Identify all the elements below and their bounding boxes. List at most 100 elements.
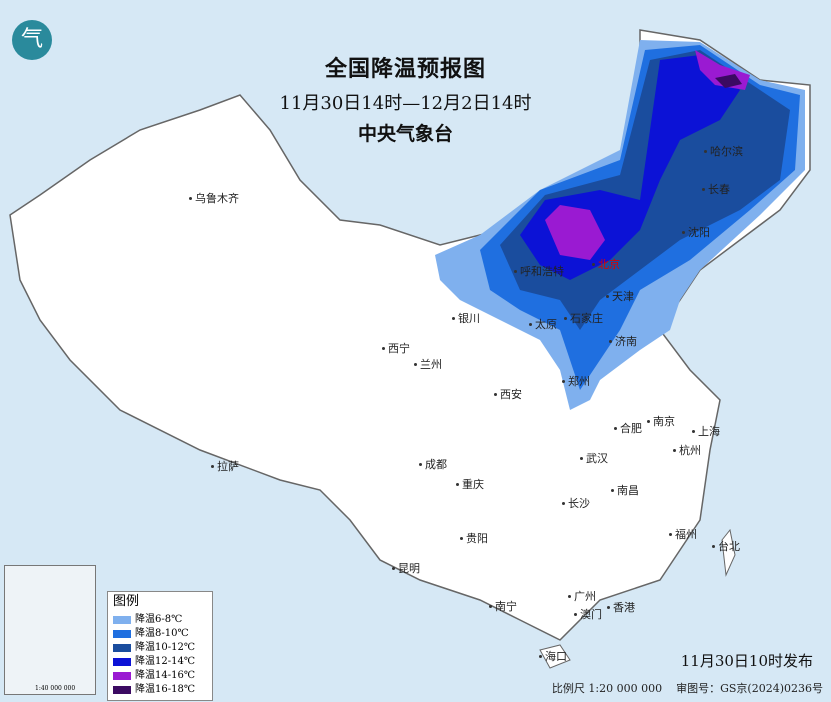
city-marker (673, 449, 676, 452)
city-label: 昆明 (398, 562, 420, 575)
city-marker (494, 393, 497, 396)
legend-label: 降温12-14℃ (135, 656, 196, 667)
city-marker (647, 420, 650, 423)
legend-swatch (113, 630, 131, 638)
legend-item: 降温8-10℃ (113, 627, 212, 641)
issued-time: 11月30日10时发布 (680, 652, 813, 670)
city-label: 郑州 (568, 375, 590, 388)
city-label: 成都 (425, 458, 447, 471)
city-label: 福州 (675, 528, 697, 541)
city-marker (712, 545, 715, 548)
city-marker (460, 537, 463, 540)
city-label: 沈阳 (688, 226, 710, 239)
city-label: 广州 (574, 590, 596, 603)
city-marker (692, 430, 695, 433)
city-marker (568, 595, 571, 598)
forecast-period: 11月30日14时—12月2日14时 (279, 93, 532, 114)
city-marker (562, 502, 565, 505)
city-marker (514, 270, 517, 273)
city-marker (592, 263, 595, 266)
city-marker (539, 655, 542, 658)
city-marker (211, 465, 214, 468)
legend-label: 降温16-18℃ (135, 684, 196, 695)
map-title: 全国降温预报图 (324, 57, 486, 82)
city-label: 石家庄 (570, 312, 603, 325)
city-label: 杭州 (679, 444, 701, 457)
south-china-sea-inset: 1:40 000 000 (4, 565, 96, 695)
city-label: 呼和浩特 (520, 265, 564, 278)
city-label: 拉萨 (217, 460, 239, 473)
city-label: 武汉 (586, 452, 608, 465)
city-marker (452, 317, 455, 320)
map-scale: 比例尺 1:20 000 000 (551, 682, 663, 695)
legend-item: 降温16-18℃ (113, 683, 212, 697)
city-label: 重庆 (462, 478, 484, 491)
legend-swatch (113, 658, 131, 666)
legend-swatch (113, 686, 131, 694)
scale-and-map-number: 比例尺 1:20 000 000 审图号：GS京(2024)0236号 (552, 682, 823, 696)
city-marker (669, 533, 672, 536)
inset-scale: 1:40 000 000 (35, 685, 76, 692)
city-marker (456, 483, 459, 486)
city-label: 海口 (545, 650, 567, 663)
city-marker (529, 323, 532, 326)
legend-label: 降温8-10℃ (135, 628, 189, 639)
city-marker (382, 347, 385, 350)
cooling-14-16 (545, 50, 750, 260)
city-label: 南宁 (495, 600, 517, 613)
city-marker (419, 463, 422, 466)
legend-label: 降温10-12℃ (135, 642, 196, 653)
cooling-16-18 (715, 74, 742, 88)
legend-item: 降温14-16℃ (113, 669, 212, 683)
city-label: 银川 (458, 312, 480, 325)
city-marker (189, 197, 192, 200)
city-marker (606, 295, 609, 298)
legend-item: 降温12-14℃ (113, 655, 212, 669)
city-label: 天津 (612, 290, 634, 303)
city-marker (574, 613, 577, 616)
city-marker (614, 427, 617, 430)
cma-logo: 气 (12, 20, 52, 60)
city-label: 长沙 (568, 497, 590, 510)
city-label: 贵阳 (466, 532, 488, 545)
city-label: 长春 (708, 183, 730, 196)
city-marker (562, 380, 565, 383)
city-marker (414, 363, 417, 366)
city-marker (702, 188, 705, 191)
city-label: 台北 (718, 540, 740, 553)
city-marker (609, 340, 612, 343)
legend: 图例 降温6-8℃ 降温8-10℃ 降温10-12℃ 降温12-14℃ 降温14-16℃… (107, 591, 213, 701)
city-label: 乌鲁木齐 (195, 192, 239, 205)
city-label: 太原 (535, 318, 557, 331)
city-marker (564, 317, 567, 320)
legend-swatch (113, 644, 131, 652)
hainan (539, 644, 571, 669)
city-label: 南昌 (617, 484, 639, 497)
map-approval-number: 审图号：GS京(2024)0236号 (676, 682, 823, 695)
city-label: 哈尔滨 (710, 145, 743, 158)
city-label: 上海 (698, 425, 720, 438)
city-label: 西宁 (388, 342, 410, 355)
city-marker (611, 489, 614, 492)
city-label: 南京 (653, 415, 675, 428)
legend-swatch (113, 672, 131, 680)
legend-item: 降温6-8℃ (113, 613, 212, 627)
city-marker (704, 150, 707, 153)
legend-swatch (113, 616, 131, 624)
city-label: 香港 (613, 601, 635, 614)
city-label: 合肥 (620, 422, 642, 435)
legend-label: 降温14-16℃ (135, 670, 196, 681)
city-label: 济南 (615, 335, 637, 348)
city-marker (607, 606, 610, 609)
city-label: 西安 (500, 388, 522, 401)
city-label: 兰州 (420, 358, 442, 371)
city-marker (580, 457, 583, 460)
city-label: 澳门 (580, 608, 602, 621)
legend-item: 降温10-12℃ (113, 641, 212, 655)
issuer: 中央气象台 (357, 123, 453, 145)
city-marker (489, 605, 492, 608)
taiwan (721, 528, 736, 577)
legend-label: 降温6-8℃ (135, 614, 183, 625)
city-marker (682, 231, 685, 234)
